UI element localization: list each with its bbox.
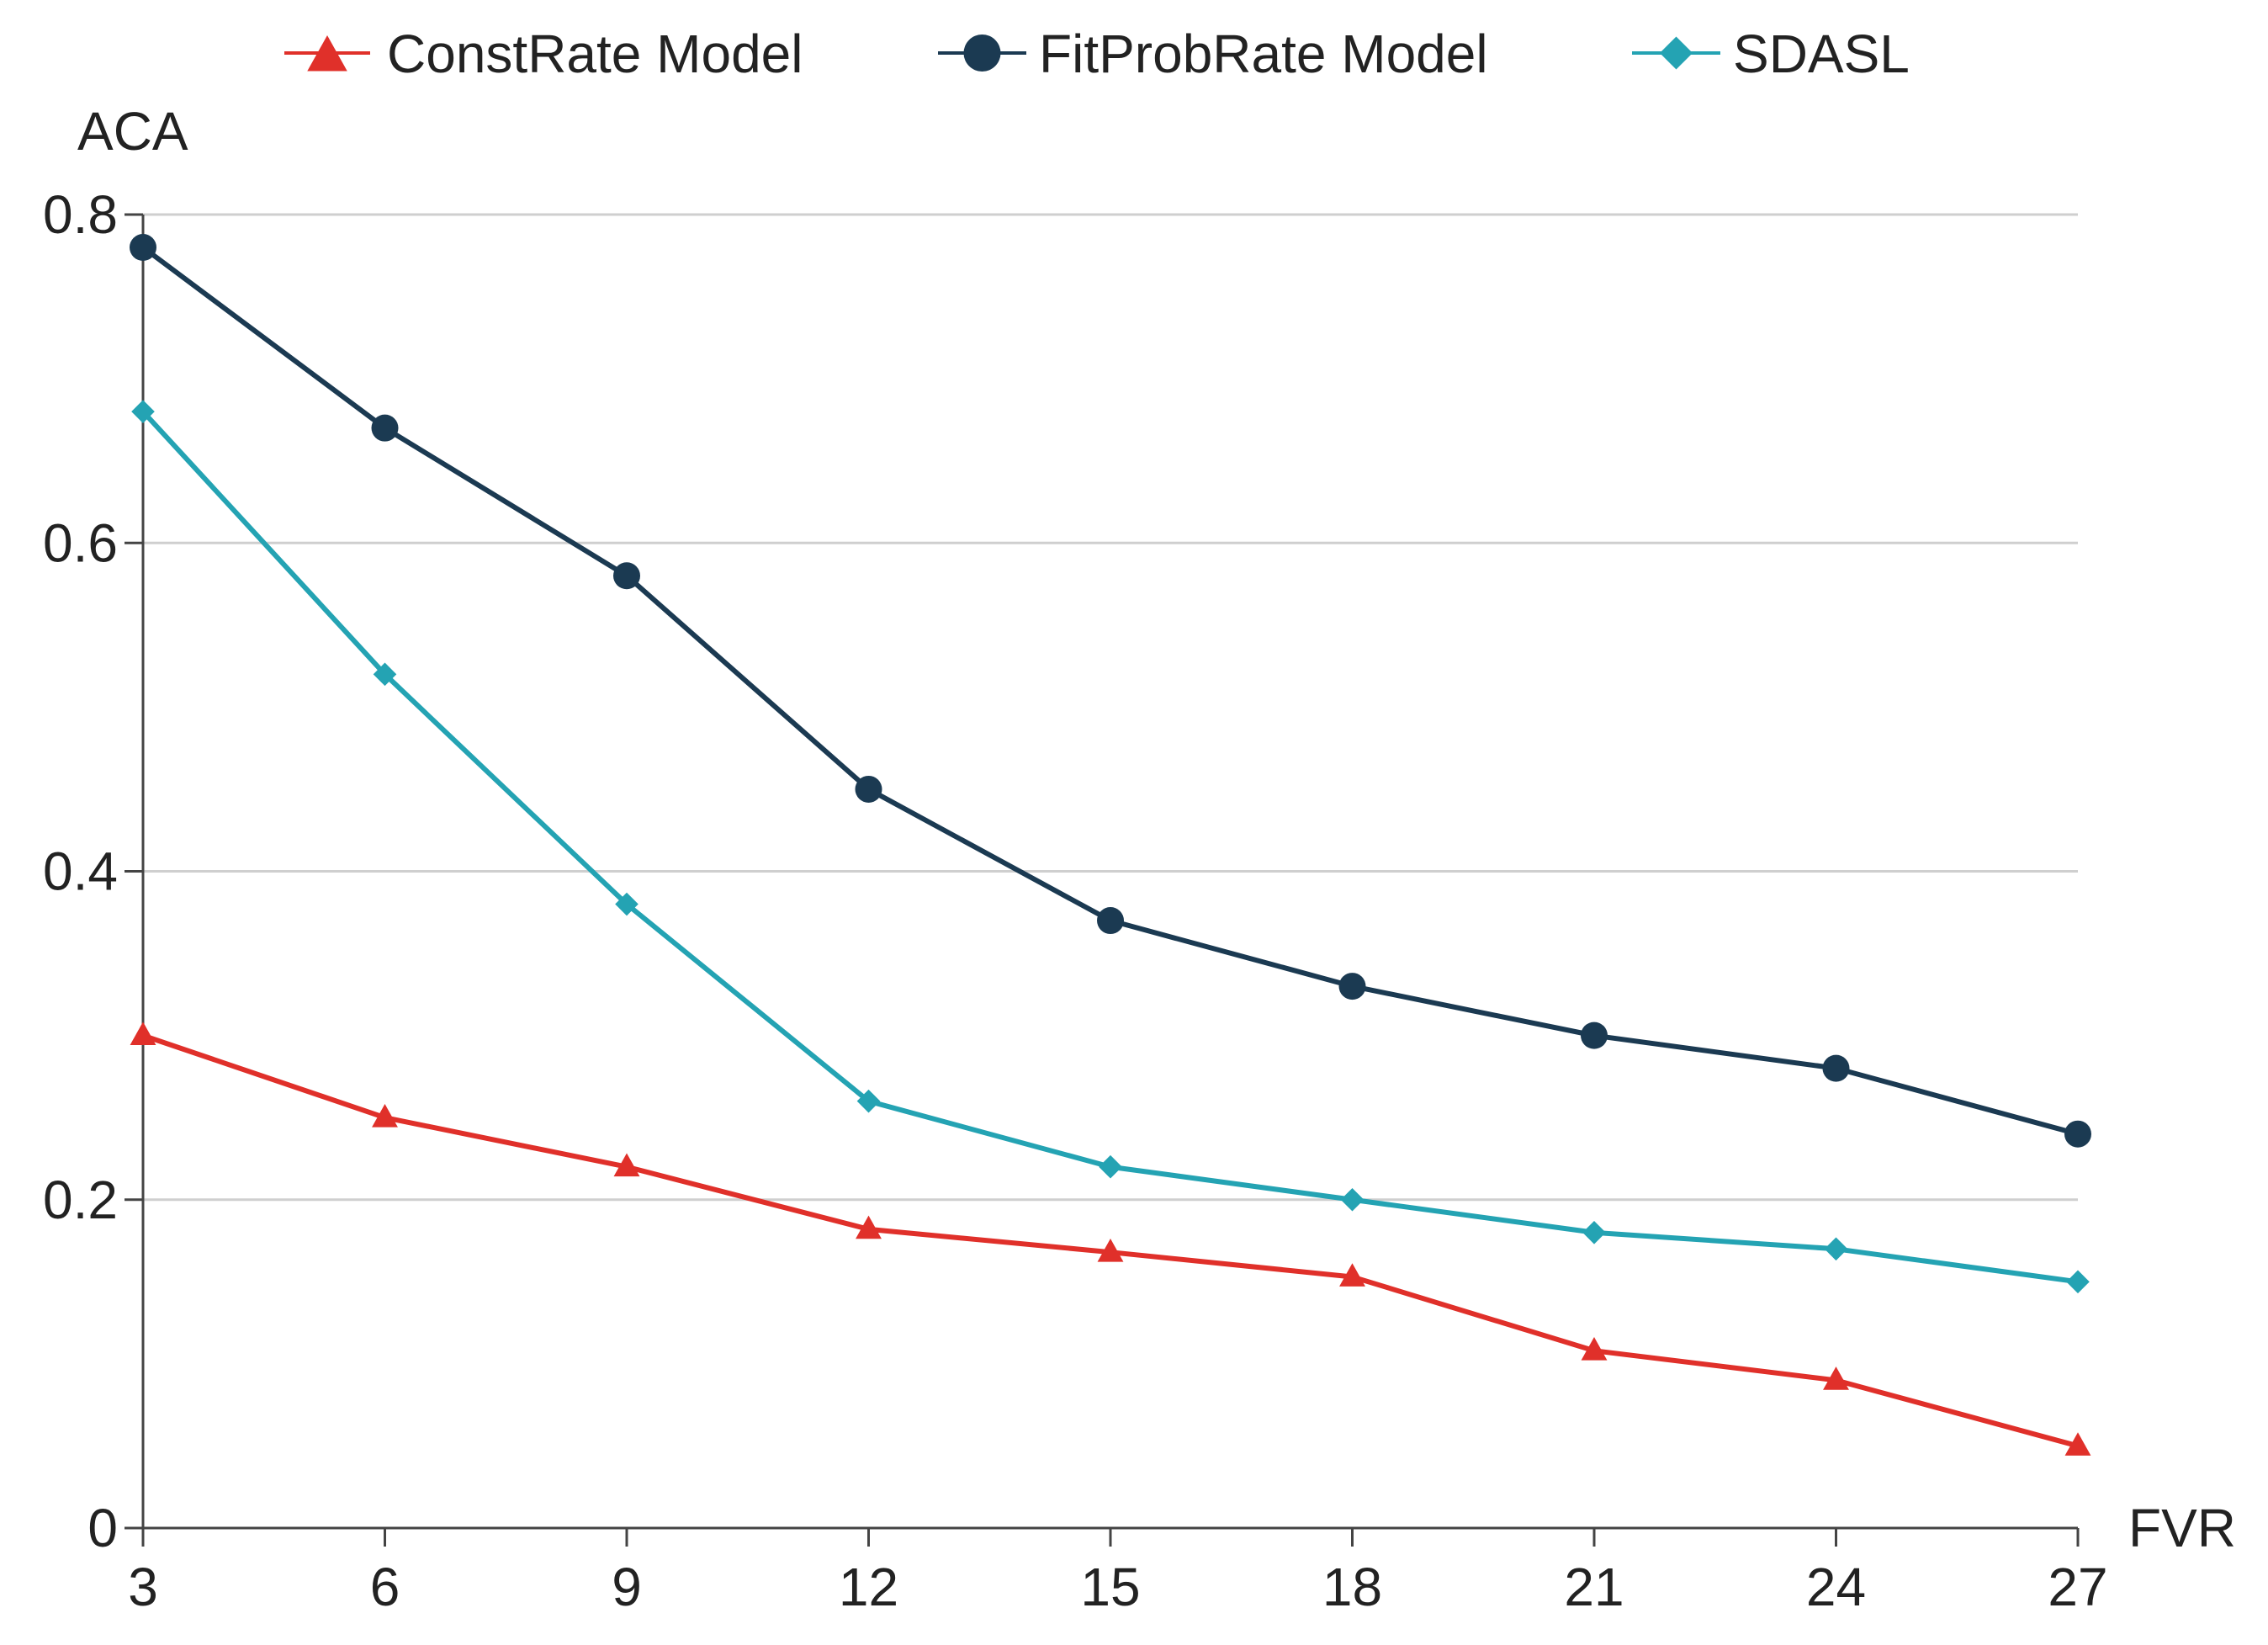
y-axis-title: ACA (77, 101, 188, 162)
data-point (1823, 1366, 1849, 1390)
data-point (131, 400, 155, 423)
x-tick-label: 12 (839, 1557, 898, 1617)
data-point (371, 414, 399, 442)
x-tick-label: 9 (612, 1557, 642, 1617)
data-point (856, 1089, 881, 1113)
data-point (1340, 1187, 1365, 1212)
tick-labels: 0 0.2 0.4 0.6 0.8 3 6 9 12 15 18 21 24 27 (43, 184, 2108, 1617)
data-point (1097, 1238, 1124, 1262)
legend-label: SDASL (1733, 24, 1910, 84)
x-axis-title: FVR (2128, 1498, 2236, 1558)
data-point (615, 892, 639, 916)
legend: ConstRate Model FitProbRate Model SDASL (284, 24, 1910, 84)
legend-label: ConstRate Model (387, 24, 803, 84)
data-point (2064, 1120, 2091, 1148)
data-point (1581, 1337, 1608, 1361)
legend-marker-circle-icon (963, 34, 1001, 72)
data-point (1581, 1021, 1608, 1049)
y-tick-label: 0 (87, 1498, 118, 1558)
y-tick-label: 0.2 (43, 1170, 118, 1230)
x-tick-label: 15 (1080, 1557, 1140, 1617)
legend-label: FitProbRate Model (1039, 24, 1488, 84)
legend-marker-triangle-icon (307, 35, 347, 72)
data-point (130, 234, 156, 262)
y-tick-label: 0.4 (43, 841, 118, 902)
x-tick-label: 27 (2048, 1557, 2107, 1617)
y-tick-label: 0.8 (43, 184, 118, 245)
data-point (130, 1021, 156, 1045)
data-point (1824, 1237, 1848, 1261)
data-point (373, 662, 397, 687)
data-point (1338, 973, 1366, 1000)
data-point (856, 1215, 882, 1239)
y-tick-label: 0.6 (43, 512, 118, 573)
legend-item: FitProbRate Model (938, 24, 1488, 84)
x-tick-label: 3 (128, 1557, 158, 1617)
data-point (855, 775, 882, 803)
data-point (1339, 1263, 1365, 1287)
axes (125, 213, 2080, 1547)
data-point (372, 1103, 398, 1128)
legend-item: ConstRate Model (284, 24, 803, 84)
data-point (1097, 907, 1124, 935)
data-point (613, 562, 640, 590)
data-point (2066, 1270, 2090, 1294)
data-point (613, 1153, 640, 1177)
data-point (1582, 1220, 1606, 1244)
x-tick-label: 24 (1806, 1557, 1866, 1617)
data-point (1099, 1154, 1122, 1179)
legend-marker-diamond-icon (1659, 36, 1693, 70)
x-tick-label: 18 (1322, 1557, 1382, 1617)
legend-item: SDASL (1632, 24, 1910, 84)
x-tick-label: 21 (1564, 1557, 1624, 1617)
data-point (1822, 1054, 1850, 1082)
series-line-fitprobrate-model (141, 245, 2079, 1137)
grid-lines (143, 213, 2078, 1202)
series-lines (130, 234, 2091, 1456)
x-tick-label: 6 (370, 1557, 400, 1617)
data-point (2064, 1432, 2091, 1456)
